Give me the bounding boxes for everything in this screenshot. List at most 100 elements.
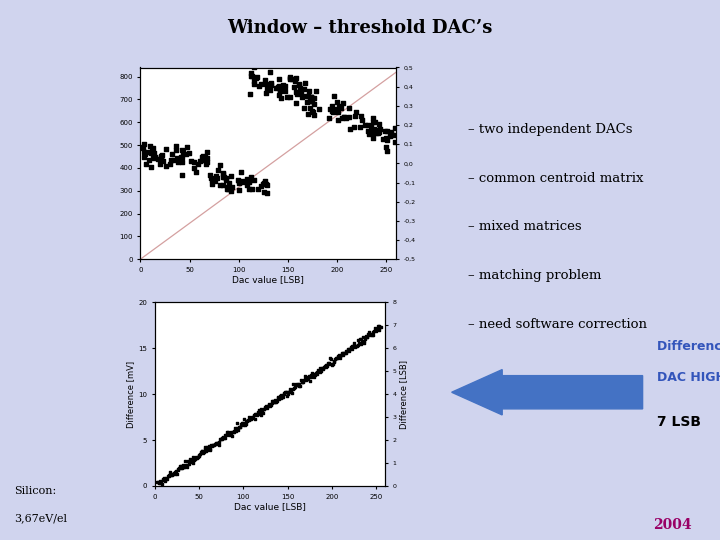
Point — [197, 152, 208, 161]
Point — [270, 396, 282, 404]
Point — [197, 152, 209, 160]
Text: 7 LSB: 7 LSB — [657, 415, 701, 429]
Point — [251, 74, 262, 83]
Point — [274, 75, 285, 83]
Point — [337, 98, 348, 107]
Point — [278, 389, 289, 398]
Point — [305, 373, 316, 381]
Point — [379, 127, 390, 136]
Point — [307, 373, 319, 381]
Point — [289, 77, 301, 86]
Point — [158, 475, 169, 484]
Point — [148, 153, 159, 161]
Point — [313, 367, 325, 375]
Point — [273, 394, 284, 402]
Point — [306, 106, 318, 115]
Point — [277, 80, 289, 89]
Point — [261, 403, 272, 411]
Point — [334, 354, 346, 362]
Point — [174, 462, 186, 471]
Text: Silicon:: Silicon: — [14, 486, 57, 496]
Point — [141, 148, 153, 157]
Point — [221, 428, 233, 436]
Point — [180, 460, 192, 469]
Point — [297, 93, 308, 102]
Point — [338, 113, 350, 122]
Point — [282, 388, 293, 396]
Point — [341, 114, 352, 123]
Point — [258, 405, 270, 414]
Point — [363, 130, 374, 139]
Point — [374, 325, 385, 334]
Point — [244, 414, 256, 423]
Point — [309, 370, 320, 379]
Point — [243, 185, 255, 194]
Point — [156, 151, 168, 159]
Point — [320, 361, 332, 369]
Point — [361, 333, 373, 341]
Point — [364, 331, 376, 340]
Point — [297, 377, 308, 386]
Point — [195, 448, 207, 456]
Point — [274, 86, 286, 94]
Point — [207, 179, 218, 188]
Point — [285, 387, 297, 396]
Point — [236, 418, 248, 427]
Point — [316, 363, 328, 372]
Point — [237, 418, 248, 427]
Point — [300, 375, 311, 383]
Point — [251, 410, 263, 419]
Point — [254, 409, 266, 417]
Point — [346, 342, 358, 351]
Point — [375, 323, 387, 332]
Point — [163, 471, 174, 480]
Point — [336, 349, 348, 357]
Point — [217, 170, 229, 179]
Point — [292, 90, 303, 98]
Point — [327, 360, 338, 368]
Point — [274, 87, 286, 96]
Point — [240, 174, 252, 183]
Point — [284, 385, 296, 394]
Point — [356, 338, 368, 347]
Point — [315, 368, 326, 377]
Point — [372, 129, 384, 137]
Point — [329, 357, 341, 366]
Point — [294, 382, 305, 390]
Point — [136, 143, 148, 152]
Point — [276, 93, 287, 102]
Point — [301, 98, 312, 107]
Point — [389, 131, 400, 139]
Point — [220, 176, 231, 184]
Point — [211, 439, 222, 448]
Point — [248, 411, 260, 420]
Point — [261, 188, 273, 197]
Point — [279, 82, 291, 90]
Point — [259, 177, 271, 185]
Point — [372, 324, 383, 333]
Point — [284, 75, 296, 83]
Point — [287, 384, 298, 393]
Point — [330, 354, 341, 363]
Point — [356, 116, 367, 125]
Point — [328, 108, 339, 117]
Point — [233, 426, 244, 434]
Point — [171, 467, 182, 475]
Point — [252, 408, 264, 416]
Point — [180, 150, 192, 158]
Point — [165, 156, 176, 164]
Point — [186, 453, 198, 461]
Point — [343, 347, 354, 355]
Point — [290, 380, 302, 388]
Point — [196, 447, 207, 456]
Point — [256, 408, 268, 416]
Point — [359, 337, 370, 346]
Point — [139, 148, 150, 157]
Point — [336, 350, 347, 359]
Point — [382, 136, 393, 145]
Point — [277, 393, 289, 401]
Point — [245, 89, 256, 98]
Point — [274, 395, 285, 403]
Point — [343, 104, 354, 113]
Point — [225, 430, 236, 438]
